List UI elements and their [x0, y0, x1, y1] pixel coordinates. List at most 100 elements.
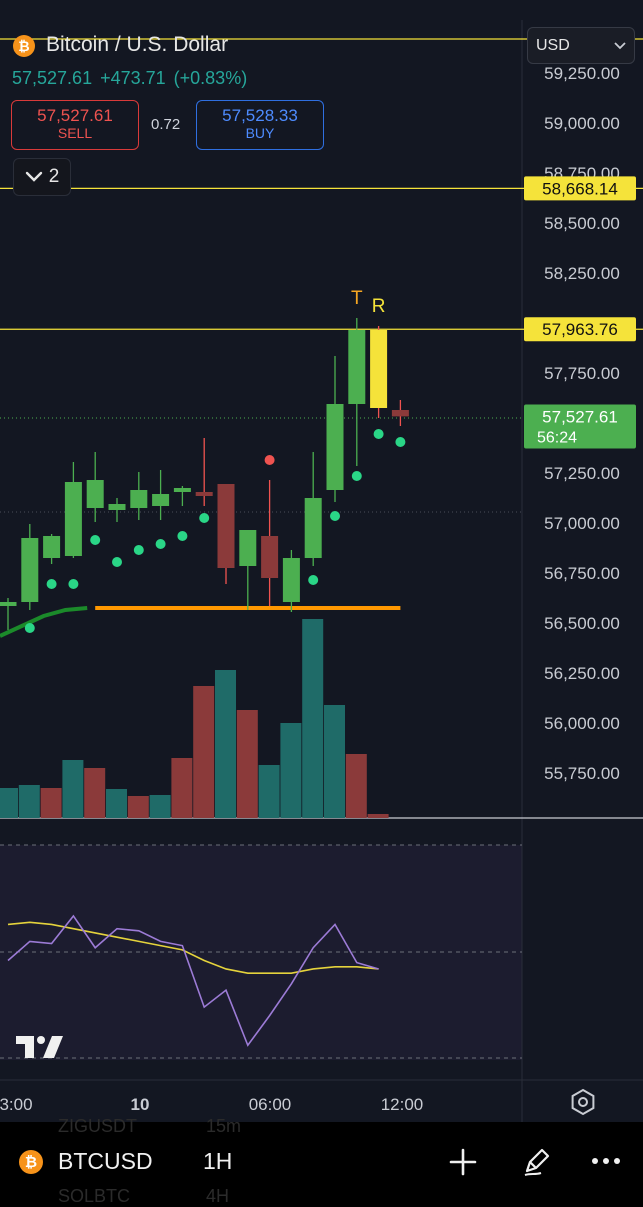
watchlist-ghost-symbol-2: SOLBTC	[58, 1186, 131, 1206]
signal-dot	[373, 429, 384, 439]
candle-body	[195, 492, 213, 496]
buy-price: 57,528.33	[222, 106, 298, 125]
volume-bar	[127, 796, 149, 818]
watchlist-ghost-interval-1: 15m	[206, 1116, 242, 1136]
x-tick-label: 12:00	[381, 1095, 424, 1114]
more-options-icon[interactable]	[591, 1155, 621, 1167]
oscillator-main-line	[7, 914, 379, 1047]
candle-body	[282, 558, 300, 602]
chevron-down-icon	[25, 171, 42, 182]
sell-price: 57,527.61	[37, 106, 113, 125]
interval-selector[interactable]: 1H	[203, 1148, 233, 1174]
volume-bars	[0, 619, 389, 818]
price-label-box	[524, 317, 636, 342]
volume-bar	[236, 710, 258, 818]
y-tick-label: 57,750.00	[544, 364, 620, 383]
candle-body	[86, 480, 104, 508]
volume-bar	[0, 788, 18, 818]
signal-dot	[330, 511, 340, 521]
signal-dot	[46, 579, 57, 589]
y-tick-label: 59,000.00	[544, 114, 620, 133]
candle-body	[108, 504, 126, 510]
signal-dot	[68, 579, 79, 589]
x-tick-label: 06:00	[249, 1095, 292, 1114]
signal-dots	[24, 429, 406, 633]
indicators-collapse-button[interactable]: 2	[13, 158, 71, 196]
watchlist-ghost-interval-2: 4H	[206, 1186, 230, 1206]
price-change-percent: (+0.83%)	[173, 68, 248, 88]
bottom-toolbar	[0, 1122, 643, 1200]
volume-bar	[345, 754, 367, 818]
pattern-mark-label: R	[372, 296, 386, 317]
y-tick-label: 58,500.00	[544, 214, 620, 233]
currency-selector[interactable]: USD	[527, 27, 635, 64]
price-change-line: 57,527.61 +473.71 (+0.83%)	[12, 68, 255, 89]
signal-dot	[351, 471, 362, 481]
x-tick-label: 10	[131, 1095, 150, 1114]
volume-bar	[62, 760, 84, 818]
pattern-mark-label: T	[351, 288, 363, 309]
candle-body	[21, 538, 39, 602]
oscillator-signal-line	[7, 921, 379, 975]
volume-bar	[84, 768, 106, 818]
volume-bar	[171, 758, 193, 818]
bitcoin-icon: ₿	[19, 1150, 43, 1174]
candle-body	[304, 498, 322, 558]
signal-dot	[308, 575, 319, 585]
symbol-title[interactable]: Bitcoin / U.S. Dollar	[46, 33, 229, 56]
signal-dot	[133, 545, 144, 555]
indicator-count: 2	[48, 166, 60, 187]
signal-dot	[24, 623, 35, 633]
symbol-selector[interactable]: BTCUSD	[58, 1148, 153, 1174]
spread-value: 0.72	[151, 116, 181, 133]
price-change: +473.71	[100, 68, 166, 88]
volume-bar	[149, 795, 171, 818]
y-tick-label: 57,000.00	[544, 514, 620, 533]
candle-body	[130, 490, 148, 508]
y-tick-label: 56,750.00	[544, 564, 620, 583]
y-tick-label: 57,250.00	[544, 464, 620, 483]
currency-label: USD	[536, 36, 570, 54]
y-tick-label: 56,000.00	[544, 714, 620, 733]
candle-body	[43, 536, 61, 558]
y-tick-label: 56,500.00	[544, 614, 620, 633]
candle-body	[370, 330, 388, 408]
candle-body	[239, 530, 257, 566]
settings-icon[interactable]	[569, 1088, 597, 1116]
price-label-text: 58,668.14	[542, 179, 618, 198]
signal-dot	[395, 437, 406, 447]
volume-bar	[106, 789, 127, 818]
candle-body	[0, 602, 17, 606]
time-axis[interactable]: 3:00 10 06:00 12:00	[0, 1095, 423, 1114]
volume-bar	[302, 619, 324, 818]
price-label-box	[524, 176, 636, 201]
tradingview-logo	[16, 1036, 63, 1058]
sell-label: SELL	[57, 124, 93, 141]
watchlist-ghost-symbol-1: ZIGUSDT	[58, 1116, 137, 1136]
signal-dot	[177, 531, 188, 541]
price-axis-labels: 58,668.14 57,963.76 57,527.61 56:24	[524, 176, 636, 449]
candle-body	[173, 488, 191, 492]
volume-bar	[367, 814, 389, 818]
y-tick-label: 56,250.00	[544, 664, 620, 683]
signal-dot	[264, 455, 275, 465]
last-price: 57,527.61	[12, 68, 93, 88]
candle-body	[261, 536, 279, 578]
sell-button[interactable]: 57,527.61 SELL	[11, 100, 139, 150]
price-label-box	[524, 404, 636, 449]
pencil-icon[interactable]	[521, 1145, 553, 1177]
candle-body	[64, 482, 82, 556]
candle-body	[152, 494, 170, 506]
buy-button[interactable]: 57,528.33 BUY	[196, 100, 324, 150]
volume-bar	[215, 670, 236, 818]
buy-label: BUY	[245, 124, 275, 141]
y-tick-label: 55,750.00	[544, 764, 620, 783]
y-tick-label: 58,250.00	[544, 264, 620, 283]
signal-dot	[112, 557, 122, 567]
plus-icon[interactable]	[449, 1148, 477, 1176]
volume-bar	[258, 765, 280, 818]
candle-body	[391, 410, 409, 417]
bitcoin-icon: ₿	[13, 35, 35, 57]
